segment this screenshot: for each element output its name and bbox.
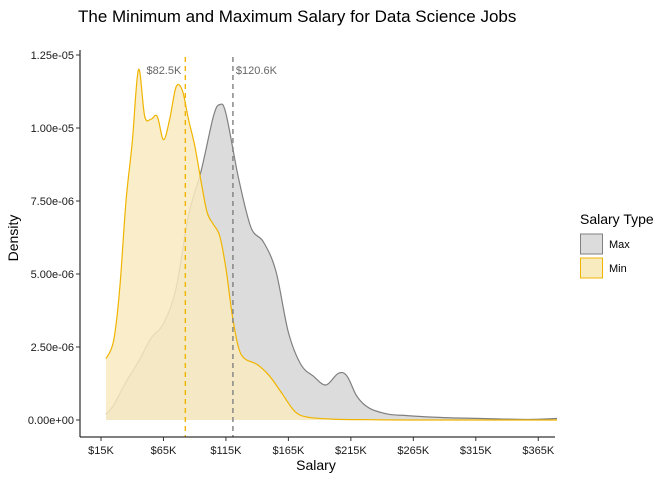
plot-area: $82.5K $120.6K 0.00e+00 2.50e-06 5.00e-06 7.5… xyxy=(28,50,558,457)
x-tick-label: $165K xyxy=(272,445,304,457)
y-tick-label: 1.25e-05 xyxy=(31,50,74,62)
y-tick-label: 1.00e-05 xyxy=(31,123,74,135)
x-tick-label: $115K xyxy=(210,445,242,457)
x-tick-label: $65K xyxy=(151,445,177,457)
density-line-min xyxy=(105,68,557,421)
mean-label-min: $82.5K xyxy=(146,65,182,77)
y-tick-label: 7.50e-06 xyxy=(31,196,74,208)
chart-title: The Minimum and Maximum Salary for Data … xyxy=(78,7,516,26)
y-tick-label: 2.50e-06 xyxy=(31,342,74,354)
legend-label-max: Max xyxy=(609,239,630,251)
x-tick-label: $315K xyxy=(460,445,492,457)
x-tick-label: $265K xyxy=(397,445,429,457)
legend-title: Salary Type xyxy=(580,211,654,227)
x-axis-title: Salary xyxy=(296,457,336,473)
y-tick-label: 5.00e-06 xyxy=(31,269,74,281)
y-tick-label: 0.00e+00 xyxy=(28,415,74,427)
y-axis-title: Density xyxy=(5,215,21,262)
x-tick-label: $215K xyxy=(335,445,367,457)
legend-label-min: Min xyxy=(609,263,627,275)
density-area-min xyxy=(106,69,557,420)
legend: Salary Type Max Min xyxy=(580,211,654,279)
legend-key-max xyxy=(580,233,603,255)
mean-label-max: $120.6K xyxy=(236,65,278,77)
x-tick-label: $365K xyxy=(522,445,554,457)
legend-key-min xyxy=(580,257,603,279)
x-tick-label: $15K xyxy=(88,445,114,457)
